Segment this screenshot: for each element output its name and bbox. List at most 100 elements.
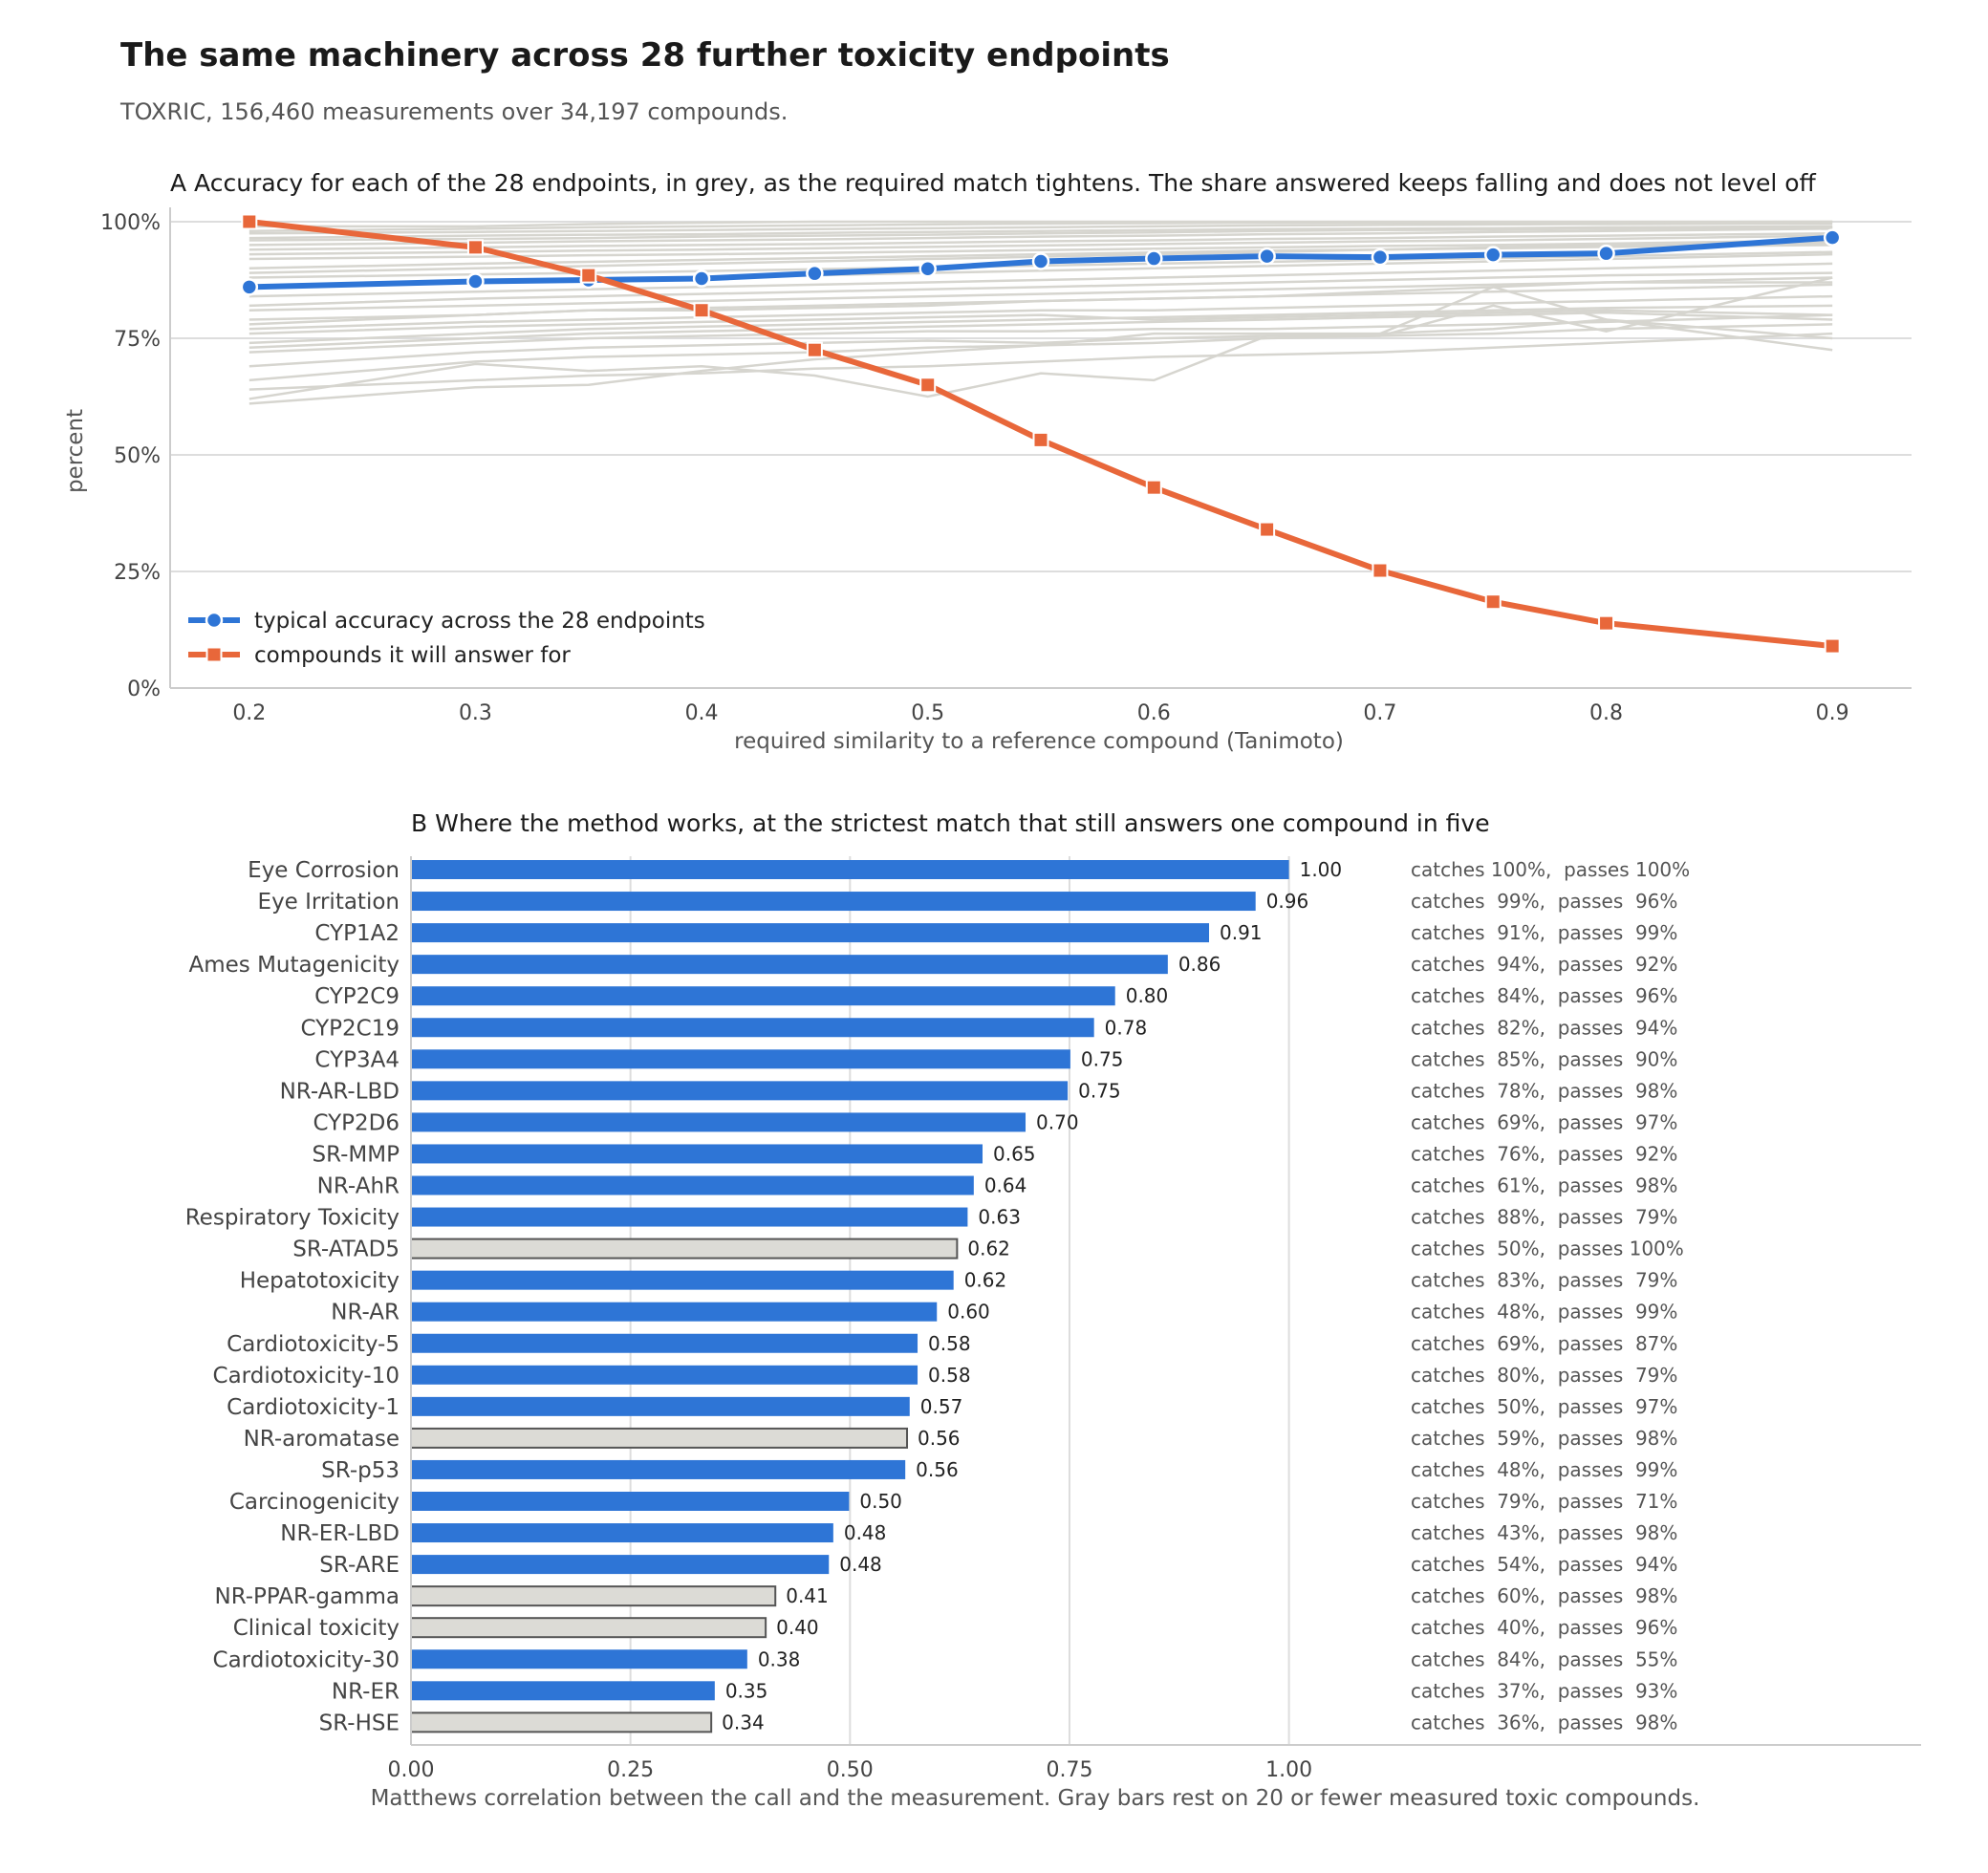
bar-annotation: catches 100%, passes 100% <box>1411 858 1690 881</box>
bar <box>411 1459 906 1479</box>
bar-annotation: catches 85%, passes 90% <box>1411 1047 1677 1070</box>
bar-annotation: catches 50%, passes 100% <box>1411 1238 1684 1260</box>
bar-category-label: SR-HSE <box>319 1711 400 1735</box>
bar-annotation: catches 59%, passes 98% <box>1411 1427 1677 1450</box>
panel-b-x-axis-label: Matthews correlation between the call an… <box>371 1786 1700 1811</box>
accuracy-point <box>1371 248 1390 267</box>
coverage-point <box>1598 614 1615 632</box>
bar-category-label: Carcinogenicity <box>229 1490 400 1515</box>
legend-label: typical accuracy across the 28 endpoints <box>254 609 705 634</box>
coverage-point <box>919 377 937 394</box>
bar-value-label: 0.40 <box>776 1616 819 1639</box>
bar-annotation: catches 54%, passes 94% <box>1411 1553 1677 1576</box>
bar-annotation: catches 48%, passes 99% <box>1411 1301 1677 1324</box>
bar-annotation: catches 88%, passes 79% <box>1411 1206 1677 1229</box>
bar-annotation: catches 69%, passes 97% <box>1411 1110 1677 1133</box>
coverage-point <box>1824 637 1841 655</box>
bar-category-label: CYP1A2 <box>314 921 400 946</box>
legend-label: compounds it will answer for <box>254 643 571 668</box>
bar-value-label: 0.80 <box>1126 984 1169 1007</box>
bar-annotation: catches 83%, passes 79% <box>1411 1269 1677 1292</box>
bar <box>411 1302 938 1322</box>
panel-a-y-tick-label: 50% <box>114 444 161 468</box>
bar-annotation: catches 84%, passes 55% <box>1411 1647 1677 1670</box>
bar-value-label: 0.70 <box>1036 1110 1079 1133</box>
bar-annotation: catches 84%, passes 96% <box>1411 984 1677 1007</box>
bar-category-label: Eye Corrosion <box>248 858 400 883</box>
panel-a-x-tick-label: 0.7 <box>1363 701 1396 725</box>
bar-category-label: Respiratory Toxicity <box>185 1206 400 1231</box>
bar-annotation: catches 50%, passes 97% <box>1411 1395 1677 1418</box>
endpoint-accuracy-line <box>248 318 1833 405</box>
bar-value-label: 0.62 <box>964 1269 1007 1292</box>
endpoint-accuracy-line <box>248 276 1833 400</box>
bar <box>411 1018 1094 1038</box>
bar-value-label: 0.78 <box>1105 1016 1148 1039</box>
bar-category-label: CYP2C9 <box>314 984 400 1009</box>
bar-category-label: NR-aromatase <box>244 1427 400 1452</box>
coverage-point <box>1259 521 1276 538</box>
bar <box>411 1396 910 1416</box>
bar <box>411 1112 1026 1132</box>
panel-b-x-tick-label: 0.00 <box>388 1758 435 1782</box>
panel-b-x-tick-label: 0.25 <box>607 1758 654 1782</box>
bar-value-label: 0.58 <box>928 1364 971 1387</box>
endpoint-accuracy-line <box>248 234 1833 256</box>
legend-marker <box>205 611 224 630</box>
bar-small-sample <box>410 1617 767 1639</box>
panel-b-bar-chart: B Where the method works, at the stricte… <box>185 809 1921 1811</box>
coverage-point <box>1484 593 1502 611</box>
endpoint-accuracy-line <box>248 309 1833 335</box>
bar-value-label: 0.50 <box>859 1490 902 1513</box>
bar-category-label: SR-MMP <box>312 1142 400 1167</box>
bar-value-label: 0.41 <box>786 1584 829 1607</box>
bar-annotation: catches 48%, passes 99% <box>1411 1458 1677 1481</box>
bar <box>411 986 1115 1006</box>
bar <box>411 1365 918 1385</box>
endpoint-accuracy-line <box>248 226 1833 242</box>
panel-b-x-tick-label: 0.50 <box>827 1758 874 1782</box>
bar-category-label: Hepatotoxicity <box>240 1269 400 1294</box>
endpoint-accuracy-line <box>248 281 1833 321</box>
bar-value-label: 0.34 <box>722 1711 765 1733</box>
coverage-point <box>1145 479 1162 496</box>
bar <box>411 1081 1069 1101</box>
bar-annotation: catches 82%, passes 94% <box>1411 1016 1677 1039</box>
bar <box>411 1492 850 1511</box>
panel-a-x-tick-label: 0.5 <box>911 701 944 725</box>
panel-a-y-axis-label: percent <box>63 409 88 493</box>
bar-small-sample <box>410 1238 959 1259</box>
coverage-point <box>806 341 823 358</box>
bar <box>411 923 1210 943</box>
bar-value-label: 0.38 <box>758 1647 801 1670</box>
bar-category-label: CYP3A4 <box>314 1047 400 1072</box>
endpoint-accuracy-line <box>248 262 1833 298</box>
bar-category-label: SR-p53 <box>321 1458 400 1483</box>
bar-small-sample <box>410 1585 777 1607</box>
page-title: The same machinery across 28 further tox… <box>120 36 1170 75</box>
panel-a-x-tick-label: 0.9 <box>1816 701 1849 725</box>
panel-a-x-tick-label: 0.8 <box>1589 701 1623 725</box>
accuracy-point <box>918 260 937 278</box>
bar <box>411 860 1289 879</box>
bar-small-sample <box>410 1427 909 1449</box>
bar-value-label: 0.91 <box>1220 921 1263 944</box>
panel-a-y-tick-label: 0% <box>127 678 161 701</box>
bar-category-label: CYP2C19 <box>300 1016 400 1041</box>
panel-a-x-axis-label: required similarity to a reference compo… <box>734 729 1344 754</box>
endpoint-accuracy-line <box>248 304 1833 345</box>
bar-annotation: catches 60%, passes 98% <box>1411 1584 1677 1607</box>
coverage-point <box>241 213 258 230</box>
bar <box>411 1681 715 1701</box>
endpoint-accuracy-line <box>248 276 1833 312</box>
coverage-point <box>466 239 484 256</box>
accuracy-point <box>466 272 485 291</box>
bar-category-label: Ames Mutagenicity <box>189 953 400 978</box>
bar-category-label: Cardiotoxicity-1 <box>227 1395 400 1420</box>
accuracy-point <box>240 278 259 296</box>
bar-annotation: catches 79%, passes 71% <box>1411 1490 1677 1513</box>
bar <box>411 1049 1070 1069</box>
endpoint-accuracy-line <box>248 239 1833 261</box>
bar-value-label: 0.96 <box>1266 890 1309 913</box>
